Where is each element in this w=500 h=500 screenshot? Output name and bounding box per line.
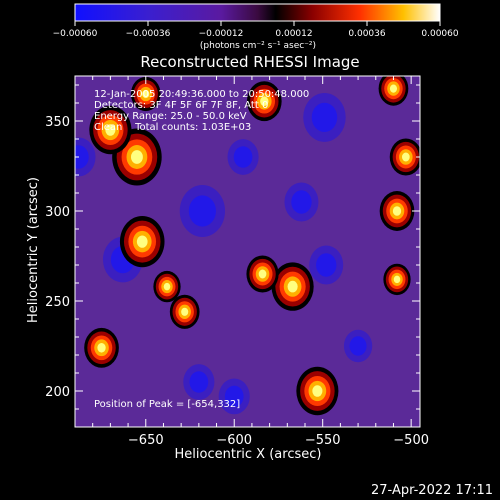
info-time-range: 12-Jan-2005 20:49:36.000 to 20:50:48.000 xyxy=(94,89,309,100)
colorbar-tick-label-0: −0.00060 xyxy=(53,29,98,39)
dark-source-6-ring-1 xyxy=(316,253,337,277)
y-axis-title: Heliocentric Y (arcsec) xyxy=(26,177,41,323)
dark-source-8-ring-1 xyxy=(224,385,244,408)
heatmap-sources xyxy=(75,76,420,416)
colorbar-ticks: −0.00060 −0.00036 −0.00012 0.00012 0.00036 0.… xyxy=(53,21,459,39)
bright-source-12-ring-4 xyxy=(142,89,150,99)
y-tick-label-0: 200 xyxy=(45,385,70,400)
plot-frame xyxy=(74,75,421,428)
info-energy-range: Energy Range: 25.0 - 50.0 keV xyxy=(94,111,247,122)
dark-source-9-ring-1 xyxy=(349,336,367,356)
chart-title: Reconstructed RHESSI Image xyxy=(140,53,359,71)
colorbar-tick-label-3: 0.00012 xyxy=(275,29,312,39)
colorbar-units: (photons cm⁻² s⁻¹ asec⁻²) xyxy=(200,41,316,51)
colorbar-tick-label-1: −0.00036 xyxy=(126,29,171,39)
bright-source-5-ring-4 xyxy=(392,206,402,216)
dark-source-7-ring-1 xyxy=(75,145,89,169)
x-tick-label-0: −650 xyxy=(128,433,164,448)
colorbar-tick-label-4: 0.00036 xyxy=(348,29,385,39)
bright-source-14-ring-4 xyxy=(389,84,398,93)
bright-source-13-ring-4 xyxy=(393,275,401,284)
y-tick-label-3: 350 xyxy=(45,115,70,130)
colorbar-tick-label-2: −0.00012 xyxy=(199,29,244,39)
bright-source-0-ring-4 xyxy=(130,150,143,164)
peak-position-label: Position of Peak = [-654,332] xyxy=(94,399,240,410)
bright-source-6-ring-4 xyxy=(401,152,410,162)
info-detectors: Detectors: 3F 4F 5F 6F 7F 8F, Att 0 xyxy=(94,100,268,111)
x-tick-label-1: −600 xyxy=(216,433,252,448)
bright-source-3-ring-4 xyxy=(287,280,298,293)
y-tick-label-2: 300 xyxy=(45,205,70,220)
info-clean-counts: Clean Total counts: 1.03E+03 xyxy=(94,122,251,133)
x-axis-title: Heliocentric X (arcsec) xyxy=(175,447,322,462)
dark-source-0-ring-1 xyxy=(188,195,216,227)
bright-source-11-ring-4 xyxy=(97,343,106,353)
bright-source-4-ring-4 xyxy=(258,269,267,279)
footer-timestamp: 27-Apr-2022 17:11 xyxy=(371,483,493,498)
colorbar-frame xyxy=(74,3,441,22)
bright-source-10-ring-4 xyxy=(163,282,171,291)
info-block: 12-Jan-2005 20:49:36.000 to 20:50:48.000… xyxy=(94,89,309,133)
dark-source-3-ring-1 xyxy=(291,190,312,214)
colorbar-gradient xyxy=(75,4,440,21)
dark-source-4-ring-1 xyxy=(233,146,253,168)
bright-source-9-ring-4 xyxy=(181,307,189,316)
bright-source-1-ring-4 xyxy=(105,124,116,136)
y-tick-label-1: 250 xyxy=(45,295,70,310)
x-tick-label-2: −550 xyxy=(305,433,341,448)
heatmap-image xyxy=(75,76,420,427)
axis-ticks: −650 −600 −550 −500 200 250 300 350 xyxy=(45,76,429,448)
dark-source-1-ring-1 xyxy=(311,102,338,133)
bright-source-2-ring-4 xyxy=(136,235,148,248)
colorbar-tick-label-5: 0.00060 xyxy=(421,29,458,39)
dark-source-5-ring-1 xyxy=(189,371,209,393)
bright-source-7-ring-4 xyxy=(312,385,323,397)
x-tick-label-3: −500 xyxy=(393,433,429,448)
colorbar: −0.00060 −0.00036 −0.00012 0.00012 0.00036 0.… xyxy=(53,3,459,51)
bright-source-8-ring-4 xyxy=(260,96,269,106)
